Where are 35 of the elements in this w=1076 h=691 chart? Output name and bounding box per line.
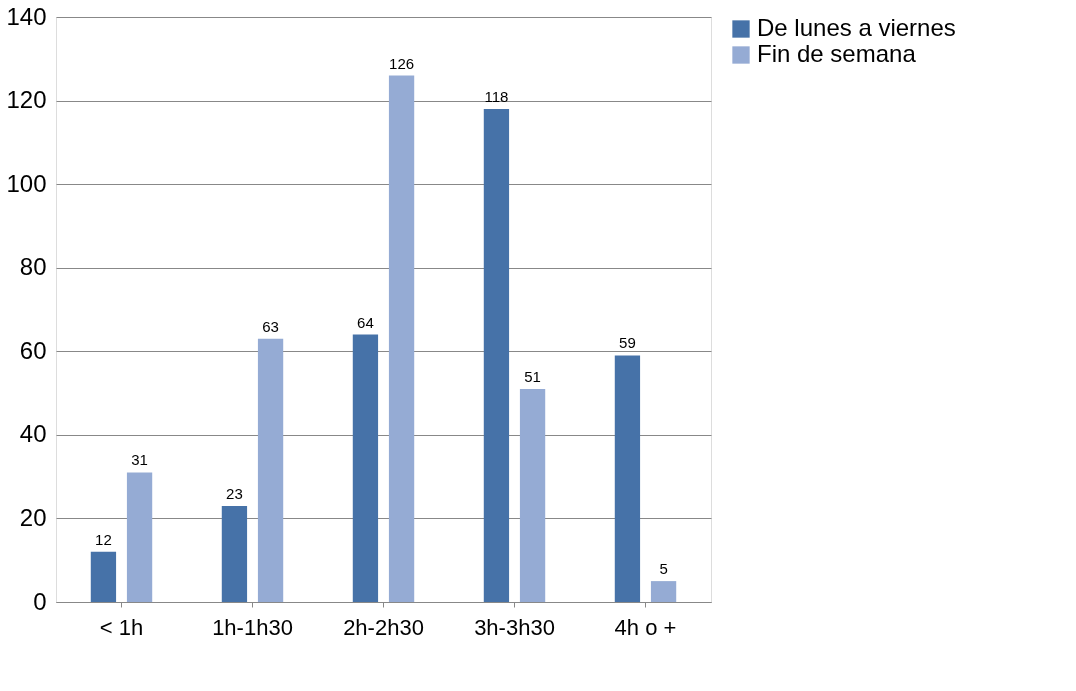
bar [221, 505, 248, 602]
legend-label: Fin de semana [757, 40, 917, 67]
bar [519, 388, 546, 602]
bar [352, 334, 379, 602]
data-label: 31 [131, 451, 148, 469]
bar [483, 108, 510, 602]
bar [650, 581, 677, 602]
y-tick-label: 40 [19, 420, 47, 448]
y-tick-label: 20 [19, 503, 47, 531]
legend-label: De lunes a viernes [757, 14, 956, 41]
data-label: 12 [95, 530, 112, 548]
x-tick-label: 2h-2h30 [343, 614, 424, 640]
data-label: 63 [262, 317, 279, 335]
x-tick-label: 4h o + [614, 614, 677, 640]
y-tick-label: 60 [19, 336, 47, 364]
y-tick-label: 140 [6, 2, 47, 30]
x-tick-label: 3h-3h30 [474, 614, 555, 640]
data-label: 118 [484, 87, 509, 105]
data-label: 64 [357, 313, 374, 331]
y-tick-label: 120 [6, 86, 47, 114]
bar [257, 338, 284, 602]
y-tick-label: 0 [33, 587, 47, 615]
data-label: 126 [389, 54, 415, 72]
bar [614, 355, 641, 602]
y-tick-label: 100 [6, 169, 47, 197]
data-label: 5 [659, 560, 668, 578]
x-tick-label: 1h-1h30 [212, 614, 293, 640]
data-label: 23 [226, 484, 243, 502]
data-label: 59 [619, 334, 636, 352]
x-tick-label: < 1h [99, 614, 144, 640]
bar [90, 551, 117, 602]
data-label: 51 [524, 367, 541, 385]
y-tick-label: 80 [19, 253, 47, 281]
bar [388, 75, 415, 602]
bar [126, 472, 153, 602]
